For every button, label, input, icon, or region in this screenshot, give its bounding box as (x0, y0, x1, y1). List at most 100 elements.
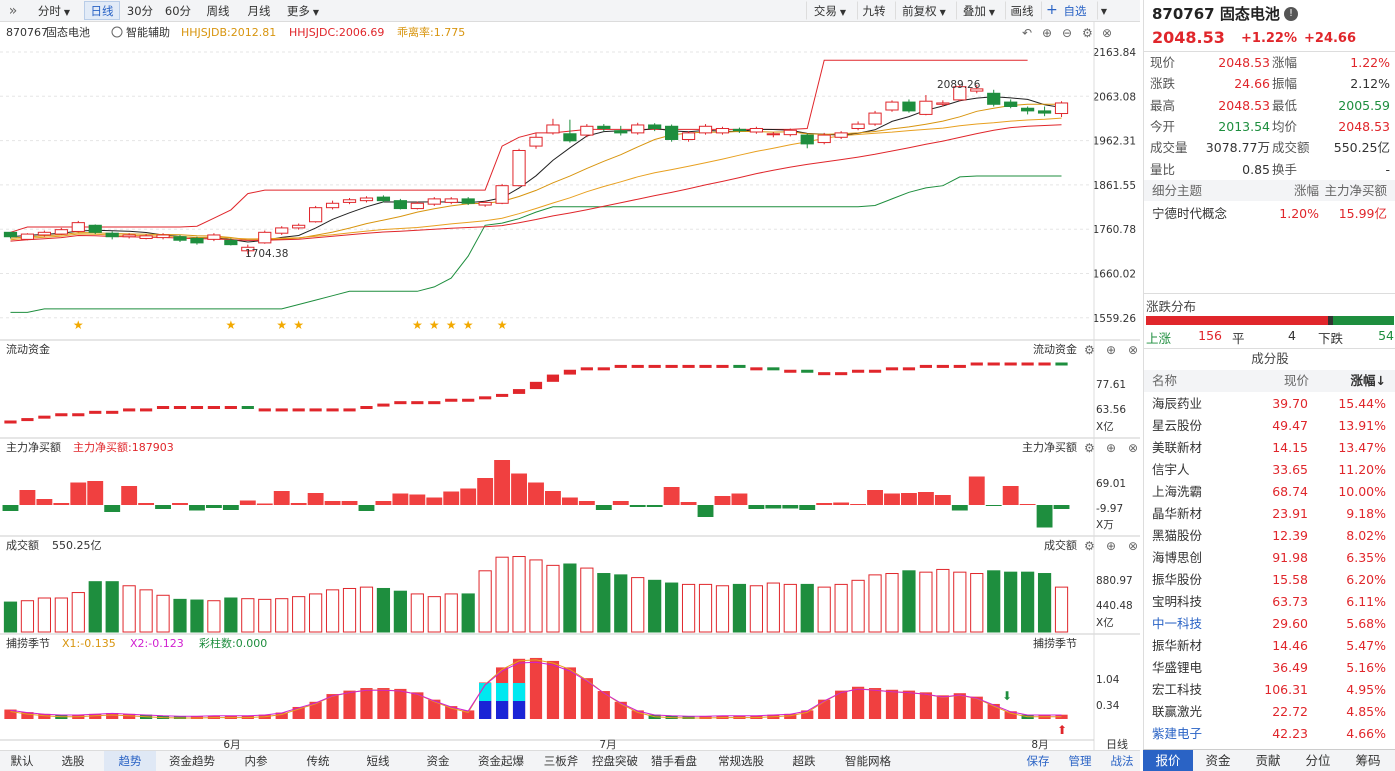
members-name-header[interactable]: 名称 (1152, 373, 1178, 388)
volume-bar (292, 596, 306, 633)
info-icon[interactable]: ! (1284, 7, 1298, 21)
volume-bar (1021, 571, 1035, 633)
zoom-in-icon[interactable]: ⊕ (1042, 26, 1052, 40)
member-name[interactable]: 黑猫股份 (1152, 528, 1203, 543)
member-name[interactable]: 信宇人 (1152, 462, 1190, 477)
indicator-tab-7[interactable]: 资金 (426, 754, 450, 768)
member-name[interactable]: 联赢激光 (1152, 704, 1203, 719)
side-tab-4[interactable]: 筹码 (1355, 753, 1381, 768)
member-name[interactable]: 振华股份 (1152, 572, 1203, 587)
member-name[interactable]: 紫建电子 (1152, 726, 1203, 741)
tab-1[interactable]: 日线 (84, 1, 120, 20)
add-icon[interactable]: ⊕ (1106, 539, 1116, 553)
tab-5[interactable]: 月线 (247, 4, 271, 18)
gear-icon[interactable]: ⚙ (1084, 343, 1095, 357)
member-name[interactable]: 宝明科技 (1152, 594, 1203, 609)
toolbar-right-0[interactable]: 交易 ▼ (806, 1, 854, 20)
dist-up-label: 上涨 (1146, 331, 1172, 346)
members-pct-header[interactable]: 涨幅↓ (1350, 373, 1386, 388)
toolbar-right-2[interactable]: 前复权 ▼ (895, 1, 953, 20)
indicator-tab-0[interactable]: 默认 (10, 754, 34, 768)
dropdown-icon[interactable]: ▼ (1097, 1, 1111, 20)
quote-value: 3078.77万 (1205, 140, 1270, 156)
zoom-out-icon[interactable]: ⊖ (1062, 26, 1072, 40)
candle-body (919, 100, 933, 115)
member-name[interactable]: 海辰药业 (1152, 396, 1203, 411)
indicator-tab-9[interactable]: 三板斧 (543, 754, 579, 768)
gear-icon[interactable]: ⚙ (1084, 539, 1095, 553)
gear-icon[interactable]: ⚙ (1084, 441, 1095, 455)
side-tab-0[interactable]: 报价 (1143, 750, 1193, 771)
toolbar-right-3[interactable]: 叠加 ▼ (956, 1, 1002, 20)
toolbar-right-1[interactable]: 九转 (857, 1, 891, 20)
side-tab-3[interactable]: 分位 (1305, 753, 1331, 768)
tab-6[interactable]: 更多 ▼ (286, 4, 320, 18)
kline-chart-svg[interactable]: 2163.84 2063.08 1962.31 1861.55 1760.78 1660.… (0, 22, 1140, 751)
sub-theme-name[interactable]: 宁德时代概念 (1152, 206, 1228, 221)
undo-icon[interactable]: ↶ (1022, 26, 1032, 40)
members-price-header[interactable]: 现价 (1283, 373, 1309, 388)
assist-label[interactable]: 智能辅助 (126, 25, 170, 39)
candle-body (1021, 107, 1035, 112)
close-icon[interactable]: ⊗ (1102, 26, 1112, 40)
indicator-tab-3[interactable]: 资金趋势 (169, 754, 215, 768)
assist-toggle-icon[interactable] (111, 26, 123, 38)
add-icon[interactable]: ⊕ (1106, 343, 1116, 357)
ma-line (10, 96, 1062, 243)
bottom-right-2[interactable]: 战法 (1110, 754, 1134, 768)
member-name[interactable]: 海博思创 (1152, 550, 1203, 565)
member-price: 49.47 (1272, 418, 1308, 433)
member-name[interactable]: 上海洗霸 (1152, 484, 1203, 499)
candle-body (868, 112, 882, 125)
flow-bar (21, 418, 34, 422)
indicator-tab-14[interactable]: 智能网格 (845, 754, 891, 768)
indicator-tab-8[interactable]: 资金起爆 (478, 754, 524, 768)
member-name[interactable]: 晶华新材 (1152, 506, 1203, 521)
candle-body (563, 133, 577, 142)
flow-bar (462, 398, 475, 402)
tab-0[interactable]: 分时 ▼ (37, 4, 71, 18)
main-net-bar (680, 502, 697, 505)
indicator-tab-5[interactable]: 传统 (306, 754, 330, 768)
candle-body (614, 130, 628, 134)
member-name[interactable]: 宏工科技 (1152, 682, 1203, 697)
member-name[interactable]: 振华新材 (1152, 638, 1203, 653)
vol-panel-title-right: 成交额 (1044, 538, 1077, 552)
bottom-right-1[interactable]: 管理 (1068, 754, 1092, 768)
close-icon[interactable]: ⊗ (1128, 441, 1138, 455)
toolbar-right-5[interactable]: 自选 + (1041, 1, 1097, 20)
member-name[interactable]: 星云股份 (1152, 418, 1203, 433)
lower-band-line (10, 175, 1062, 313)
close-icon[interactable]: ⊗ (1128, 539, 1138, 553)
capture-cyan-block (479, 683, 492, 701)
candle-body (156, 234, 170, 239)
down-arrow-icon: ⬇ (1002, 689, 1012, 703)
indicator-tab-6[interactable]: 短线 (366, 754, 390, 768)
indicator-tab-13[interactable]: 超跌 (792, 754, 816, 768)
indicator-tab-1[interactable]: 选股 (61, 754, 85, 768)
gear-icon[interactable]: ⚙ (1082, 26, 1093, 40)
tab-3[interactable]: 60分 (164, 4, 192, 18)
bottom-right-0[interactable]: 保存 (1026, 754, 1050, 768)
indicator-tab-12[interactable]: 常规选股 (718, 754, 764, 768)
kline-chart-area[interactable]: 2163.84 2063.08 1962.31 1861.55 1760.78 1660.… (0, 22, 1140, 751)
member-name[interactable]: 中一科技 (1152, 616, 1203, 631)
add-icon[interactable]: ⊕ (1106, 441, 1116, 455)
member-name[interactable]: 美联新材 (1152, 440, 1203, 455)
dev-value: 乖离率:1.775 (397, 25, 465, 39)
side-tab-2[interactable]: 贡献 (1255, 753, 1281, 768)
tab-2[interactable]: 30分 (126, 4, 154, 18)
chart-code: 870767 (6, 26, 48, 39)
signal-star-icon: ★ (497, 318, 508, 332)
tab-4[interactable]: 周线 (206, 4, 230, 18)
indicator-tab-11[interactable]: 猎手看盘 (651, 754, 697, 768)
toolbar-right-4[interactable]: 画线 (1005, 1, 1039, 20)
indicator-tab-4[interactable]: 内参 (244, 754, 268, 768)
expand-icon[interactable]: » (8, 3, 18, 19)
indicator-tab-2[interactable]: 趋势 (104, 751, 156, 771)
close-icon[interactable]: ⊗ (1128, 343, 1138, 357)
member-pct: 5.68% (1346, 616, 1386, 631)
side-tab-1[interactable]: 资金 (1205, 753, 1231, 768)
member-name[interactable]: 华盛锂电 (1152, 660, 1203, 675)
indicator-tab-10[interactable]: 控盘突破 (592, 754, 638, 768)
